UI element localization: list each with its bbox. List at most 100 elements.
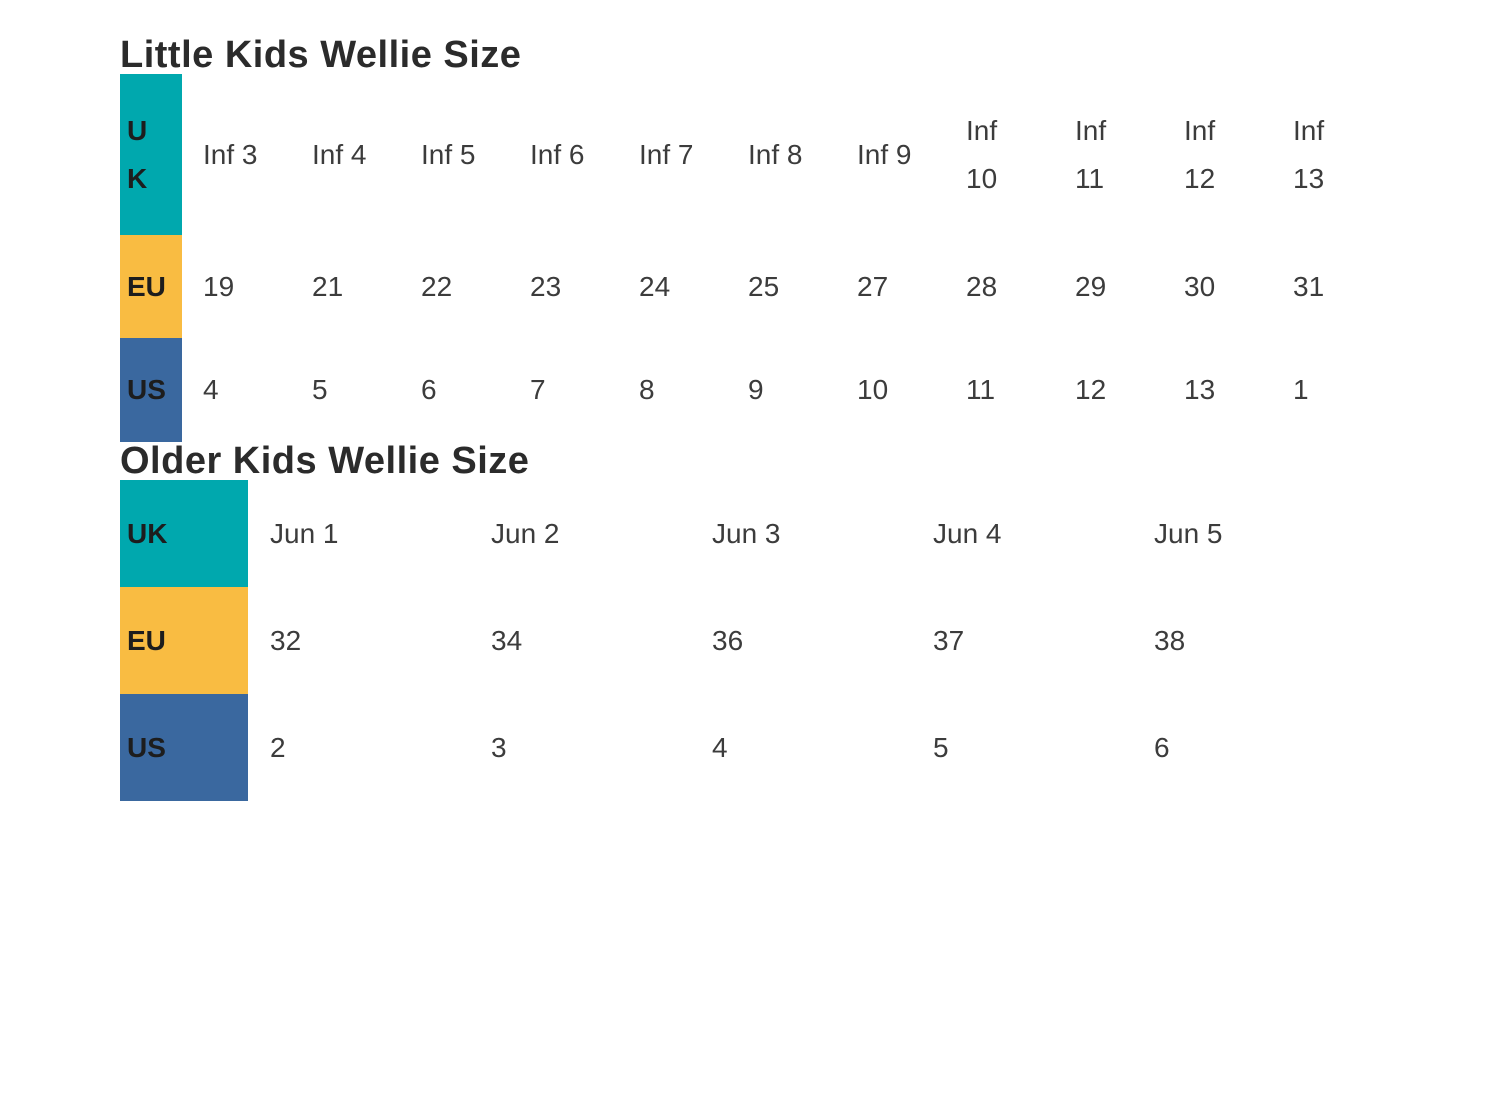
little-kids-title: Little Kids Wellie Size: [120, 34, 522, 76]
size-cell: 36: [690, 587, 911, 694]
size-cell: 22: [400, 235, 509, 338]
size-cell: Inf 11: [1054, 74, 1163, 235]
older-kids-size-table: UK Jun 1 Jun 2 Jun 3 Jun 4 Jun 5 EU 32 3…: [120, 480, 1353, 801]
size-value: 4: [712, 731, 728, 763]
size-cell: 37: [911, 587, 1132, 694]
size-value: 29: [1075, 270, 1107, 302]
size-cell: Inf 7: [618, 74, 727, 235]
size-cell: 29: [1054, 235, 1163, 338]
little-kids-size-table: UK Inf 3 Inf 4 Inf 5 Inf 6 Inf 7 Inf 8 I…: [120, 74, 1381, 442]
size-cell: 32: [248, 587, 469, 694]
size-cell: Inf 4: [291, 74, 400, 235]
table-row-uk: UK Jun 1 Jun 2 Jun 3 Jun 4 Jun 5: [120, 480, 1353, 587]
size-cell: Inf 6: [509, 74, 618, 235]
section-little-kids: Little Kids Wellie Size UK Inf 3 Inf 4 I…: [120, 36, 1500, 442]
size-cell: 8: [618, 338, 727, 442]
size-cell: 3: [469, 694, 690, 801]
size-value: Inf 13: [1293, 114, 1325, 194]
size-value: 4: [203, 374, 219, 405]
size-value: 5: [933, 731, 949, 763]
size-value: Jun 5: [1154, 517, 1223, 549]
size-cell: 9: [727, 338, 836, 442]
size-value: 9: [748, 374, 764, 405]
size-cell: 28: [945, 235, 1054, 338]
table-row-eu: EU 19 21 22 23 24 25 27 28 29 30 31: [120, 235, 1381, 338]
size-value: Inf 7: [639, 138, 694, 170]
size-value: 13: [1184, 374, 1216, 405]
size-value: 1: [1293, 374, 1309, 405]
size-value: 12: [1075, 374, 1107, 405]
size-cell: Inf 3: [182, 74, 291, 235]
size-cell: Inf 5: [400, 74, 509, 235]
row-label-us: US: [120, 694, 248, 801]
size-value: Inf 4: [312, 138, 367, 170]
size-value: 23: [530, 270, 562, 302]
size-value: 36: [712, 624, 744, 656]
older-kids-title: Older Kids Wellie Size: [120, 440, 530, 482]
size-value: 3: [491, 731, 507, 763]
row-label-text: EU: [127, 270, 166, 302]
size-value: 10: [857, 374, 889, 405]
table-row-us: US 4 5 6 7 8 9 10 11 12 13 1: [120, 338, 1381, 442]
size-cell: Jun 5: [1132, 480, 1353, 587]
size-value: Inf 10: [966, 114, 998, 194]
size-value: 37: [933, 624, 965, 656]
size-value: 2: [270, 731, 286, 763]
row-label-us: US: [120, 338, 182, 442]
size-cell: 1: [1272, 338, 1381, 442]
size-cell: Jun 3: [690, 480, 911, 587]
size-cell: 21: [291, 235, 400, 338]
size-cell: 6: [400, 338, 509, 442]
row-label-text: US: [127, 374, 166, 405]
size-value: Inf 8: [748, 138, 803, 170]
size-value: 7: [530, 374, 546, 405]
size-value: Jun 1: [270, 517, 339, 549]
size-value: Inf 5: [421, 138, 476, 170]
size-value: 28: [966, 270, 998, 302]
size-cell: 7: [509, 338, 618, 442]
size-value: 21: [312, 270, 344, 302]
content-wrapper: Little Kids Wellie Size UK Inf 3 Inf 4 I…: [120, 36, 1500, 801]
size-cell: 38: [1132, 587, 1353, 694]
size-value: Inf 11: [1075, 114, 1107, 194]
row-label-text: EU: [127, 624, 166, 656]
size-cell: Inf 10: [945, 74, 1054, 235]
size-value: Inf 6: [530, 138, 585, 170]
size-cell: 2: [248, 694, 469, 801]
size-value: 5: [312, 374, 328, 405]
size-value: 32: [270, 624, 302, 656]
size-cell: 19: [182, 235, 291, 338]
size-cell: 13: [1163, 338, 1272, 442]
size-value: Jun 3: [712, 517, 781, 549]
size-value: Inf 9: [857, 138, 912, 170]
size-cell: 23: [509, 235, 618, 338]
size-value: Inf 3: [203, 138, 258, 170]
size-cell: 10: [836, 338, 945, 442]
size-value: 31: [1293, 270, 1325, 302]
size-value: 19: [203, 270, 235, 302]
size-cell: 6: [1132, 694, 1353, 801]
size-cell: 11: [945, 338, 1054, 442]
row-label-uk: UK: [120, 74, 182, 235]
size-value: 6: [421, 374, 437, 405]
size-value: Jun 2: [491, 517, 560, 549]
size-value: 27: [857, 270, 889, 302]
size-value: 11: [966, 374, 996, 405]
size-value: 38: [1154, 624, 1186, 656]
size-value: 30: [1184, 270, 1216, 302]
size-cell: 25: [727, 235, 836, 338]
size-cell: 12: [1054, 338, 1163, 442]
size-cell: Jun 2: [469, 480, 690, 587]
size-cell: Inf 12: [1163, 74, 1272, 235]
size-cell: 5: [291, 338, 400, 442]
size-cell: Inf 13: [1272, 74, 1381, 235]
size-value: Inf 12: [1184, 114, 1216, 194]
row-label-text: UK: [127, 517, 168, 549]
row-label-text: US: [127, 731, 166, 763]
row-label-eu: EU: [120, 235, 182, 338]
row-label-eu: EU: [120, 587, 248, 694]
row-label-text: UK: [127, 114, 148, 194]
size-cell: Inf 9: [836, 74, 945, 235]
size-cell: 30: [1163, 235, 1272, 338]
